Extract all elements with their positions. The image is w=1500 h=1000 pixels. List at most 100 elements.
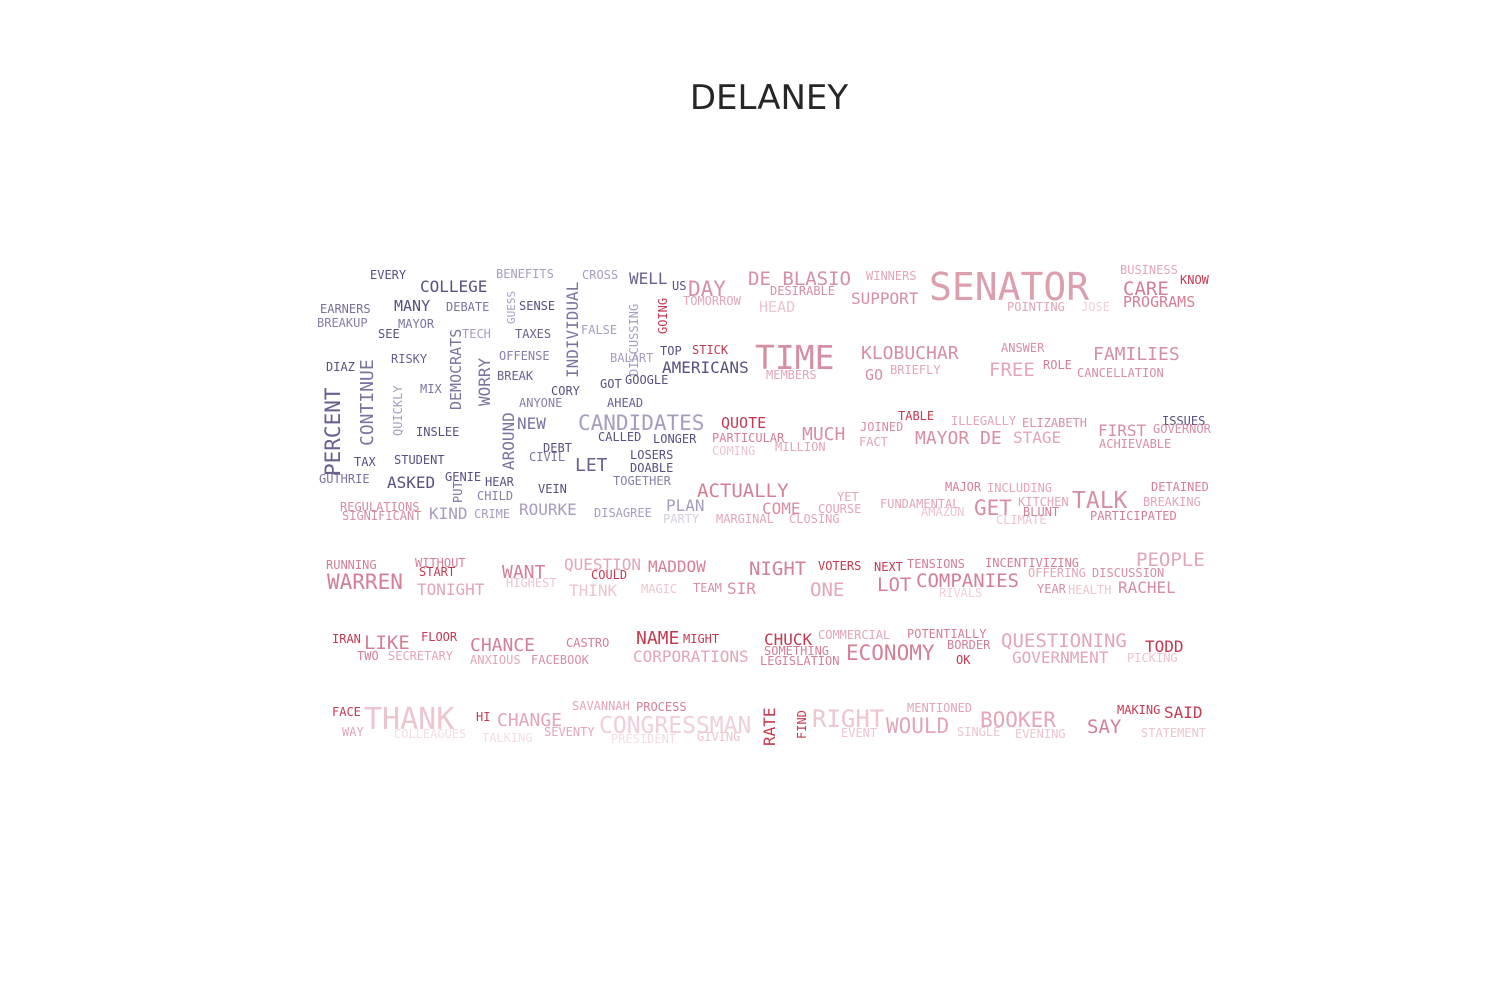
word-winners: WINNERS [866, 269, 917, 283]
word-kind: KIND [429, 504, 468, 523]
word-name: NAME [636, 628, 679, 649]
word-right: RIGHT [812, 705, 884, 733]
word-voters: VOTERS [818, 559, 861, 573]
word-inslee: INSLEE [416, 425, 459, 439]
word-chance: CHANCE [470, 635, 535, 656]
word-time: TIME [755, 338, 834, 377]
word-tomorrow: TOMORROW [683, 294, 742, 308]
word-pointing: POINTING [1007, 300, 1065, 314]
word-genie: GENIE [445, 470, 481, 484]
word-say: SAY [1087, 716, 1122, 738]
word-coming: COMING [712, 444, 755, 458]
word-mix: MIX [420, 382, 442, 396]
word-go: GO [865, 366, 883, 384]
word-democrats: DEMOCRATS [447, 329, 465, 410]
word-commercial: COMMERCIAL [818, 628, 890, 642]
word-climate: CLIMATE [996, 513, 1047, 527]
word-statement: STATEMENT [1141, 726, 1206, 740]
word-see: SEE [378, 327, 400, 341]
word-break: BREAK [497, 369, 534, 383]
word-illegally: ILLEGALLY [951, 414, 1017, 428]
word-sense: SENSE [519, 299, 555, 313]
word-evening: EVENING [1015, 727, 1066, 741]
word-student: STUDENT [394, 453, 445, 467]
word-think: THINK [569, 581, 618, 600]
word-know: KNOW [1180, 273, 1210, 287]
word-night: NIGHT [749, 558, 806, 580]
word-families: FAMILIES [1093, 344, 1180, 365]
word-longer: LONGER [653, 432, 697, 446]
word-savannah: SAVANNAH [572, 699, 630, 713]
word-significant: SIGNIFICANT [342, 509, 421, 523]
word-plan: PLAN [666, 496, 705, 515]
word-every: EVERY [370, 268, 407, 282]
word-de-blasio: DE BLASIO [748, 268, 851, 290]
word-magic: MAGIC [641, 582, 677, 596]
word-taxes: TAXES [515, 327, 551, 341]
word-tonight: TONIGHT [417, 580, 485, 599]
word-would: WOULD [886, 714, 949, 738]
word-tech: TECH [462, 327, 491, 341]
word-discussing: DISCUSSING [627, 304, 641, 376]
word-blunt: BLUNT [1023, 505, 1059, 519]
word-balart: BALART [610, 351, 653, 365]
word-google: GOOGLE [625, 373, 668, 387]
word-economy: ECONOMY [846, 641, 935, 665]
word-actually: ACTUALLY [697, 480, 789, 502]
word-question: QUESTION [564, 555, 641, 574]
word-maddow: MADDOW [648, 557, 706, 576]
word-secretary: SECRETARY [388, 649, 454, 663]
word-head: HEAD [759, 298, 795, 316]
word-vein: VEIN [538, 482, 567, 496]
word-companies: COMPANIES [916, 570, 1019, 592]
word-achievable: ACHIEVABLE [1099, 437, 1171, 451]
word-government: GOVERNMENT [1012, 648, 1109, 667]
word-facebook: FACEBOOK [531, 653, 590, 667]
word-one: ONE [810, 579, 844, 601]
word-well: WELL [629, 269, 668, 288]
word-might: MIGHT [683, 632, 719, 646]
word-day: DAY [688, 277, 726, 301]
word-benefits: BENEFITS [496, 267, 554, 281]
word-thank: THANK [364, 702, 454, 737]
word-guess: GUESS [505, 291, 518, 324]
word-sir: SIR [727, 579, 756, 598]
word-year: YEAR [1037, 582, 1067, 596]
word-like: LIKE [364, 632, 410, 654]
word-child: CHILD [477, 489, 513, 503]
word-could: COULD [591, 568, 627, 582]
word-elizabeth: ELIZABETH [1022, 416, 1087, 430]
word-members: MEMBERS [766, 368, 817, 382]
word-jose: JOSE [1081, 300, 1110, 314]
word-around: AROUND [499, 412, 518, 470]
word-hear: HEAR [485, 475, 515, 489]
word-klobuchar: KLOBUCHAR [861, 343, 959, 364]
word-cloud-title: DELANEY [689, 78, 849, 118]
word-issues: ISSUES [1162, 414, 1205, 428]
word-incentivizing: INCENTIVIZING [985, 556, 1079, 570]
word-castro: CASTRO [566, 636, 609, 650]
word-president: PRESIDENT [611, 732, 676, 746]
word-team: TEAM [693, 581, 722, 595]
word-making: MAKING [1117, 703, 1160, 717]
word-without: WITHOUT [415, 556, 466, 570]
word-answer: ANSWER [1001, 341, 1045, 355]
word-border: BORDER [947, 638, 991, 652]
word-diaz: DIAZ [326, 360, 355, 374]
word-ok: OK [956, 653, 971, 667]
word-party: PARTY [663, 512, 700, 526]
word-next: NEXT [874, 560, 903, 574]
word-quickly: QUICKLY [391, 385, 405, 436]
word-booker: BOOKER [980, 708, 1056, 732]
word-warren: WARREN [327, 570, 403, 594]
word-corporations: CORPORATIONS [633, 647, 749, 666]
word-particular: PARTICULAR [712, 431, 785, 445]
word-mentioned: MENTIONED [907, 701, 972, 715]
word-event: EVENT [841, 726, 877, 740]
word-guthrie: GUTHRIE [319, 472, 370, 486]
word-joined: JOINED [860, 420, 903, 434]
word-cancellation: CANCELLATION [1077, 366, 1164, 380]
word-got: GOT [600, 377, 622, 391]
word-giving: GIVING [697, 730, 740, 744]
